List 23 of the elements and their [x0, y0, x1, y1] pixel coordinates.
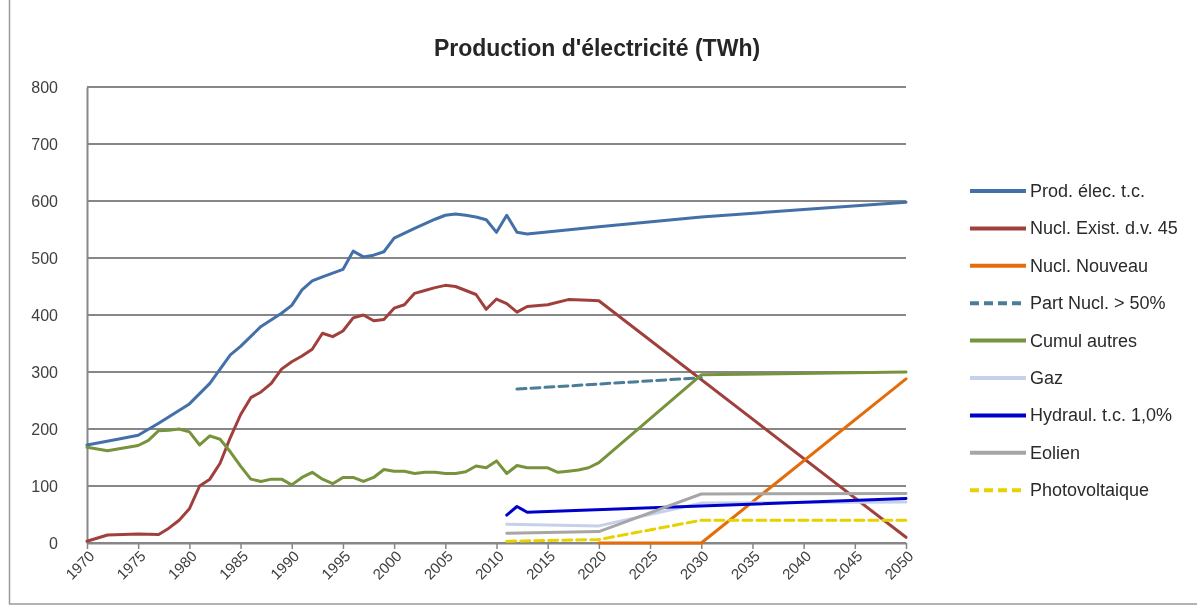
legend-label: Prod. élec. t.c. [1030, 181, 1146, 201]
legend-label: Photovoltaique [1030, 480, 1150, 501]
y-tick-label: 0 [49, 534, 59, 552]
legend-label: Hydraul. t.c. 1,0% [1030, 405, 1173, 426]
legend-label: Gaz [1030, 368, 1064, 388]
y-tick-label: 300 [31, 363, 59, 381]
y-tick-label: 500 [31, 249, 59, 267]
line-series [85, 370, 908, 487]
y-tick-label: 600 [31, 192, 59, 210]
line-series [505, 497, 908, 517]
legend-label: Nucl. Exist. d.v. 45 [1030, 218, 1178, 239]
legend-label: Eolien [1030, 442, 1081, 463]
y-tick-label: 400 [31, 306, 59, 324]
legend-label: Cumul autres [1030, 330, 1138, 351]
legend-label: Part Nucl. > 50% [1030, 293, 1166, 314]
y-tick-label: 100 [31, 477, 59, 495]
y-tick-label: 700 [31, 135, 59, 153]
y-tick-label: 200 [31, 420, 59, 438]
line-series [85, 200, 908, 447]
y-tick-label: 800 [31, 78, 59, 96]
chart-title: Production d'électricité (TWh) [433, 35, 761, 61]
legend-label: Nucl. Nouveau [1030, 255, 1149, 276]
line-series [505, 491, 908, 535]
